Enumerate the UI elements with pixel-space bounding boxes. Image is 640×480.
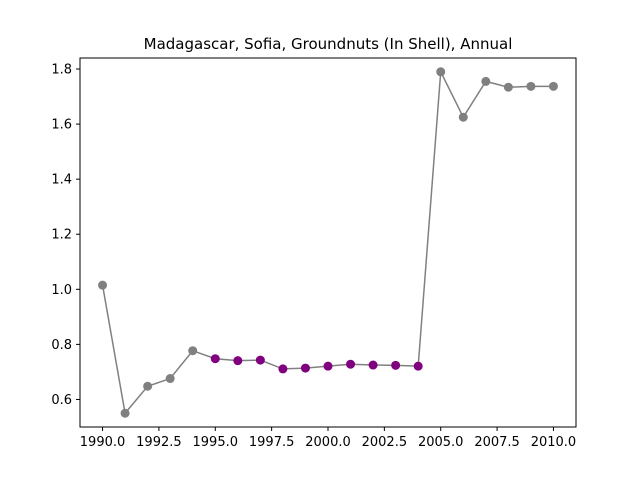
data-point [346, 359, 356, 369]
x-tick-label: 1997.5 [249, 435, 295, 450]
data-point [300, 363, 310, 373]
y-axis: 0.6 0.8 1.0 1.2 1.4 1.6 1.8 [51, 63, 80, 408]
y-tick-label: 0.6 [51, 393, 72, 408]
data-point [143, 381, 153, 391]
x-tick-label: 2000.0 [305, 435, 351, 450]
x-tick-label: 2005.0 [418, 435, 464, 450]
data-point [278, 364, 288, 374]
x-tick-label: 1995.0 [193, 435, 239, 450]
data-point [458, 112, 468, 122]
data-point [323, 361, 333, 371]
data-point [98, 280, 108, 290]
data-point [526, 81, 536, 91]
y-tick-label: 1.4 [51, 173, 72, 188]
y-tick-label: 1.0 [51, 283, 72, 298]
x-tick-label: 2002.5 [362, 435, 408, 450]
x-axis: 1990.0 1992.5 1995.0 1997.5 2000.0 2002.5 2005… [80, 427, 576, 450]
x-tick-label: 2010.0 [531, 435, 577, 450]
data-point [233, 356, 243, 366]
y-tick-label: 1.6 [51, 118, 72, 133]
data-point [255, 355, 265, 365]
data-point [165, 374, 175, 384]
data-point [481, 76, 491, 86]
plot-area-frame [79, 57, 577, 428]
data-point [391, 360, 401, 370]
data-point [436, 67, 446, 77]
data-point [120, 408, 130, 418]
data-point [368, 360, 378, 370]
data-point [413, 361, 423, 371]
y-tick-label: 1.2 [51, 228, 72, 243]
data-point [503, 82, 513, 92]
x-tick-label: 2007.5 [474, 435, 520, 450]
data-point [548, 81, 558, 91]
y-tick-label: 0.8 [51, 338, 72, 353]
x-tick-label: 1992.5 [136, 435, 182, 450]
data-points [98, 67, 558, 418]
data-point [188, 346, 198, 356]
y-tick-label: 1.8 [51, 63, 72, 78]
chart-title: Madagascar, Sofia, Groundnuts (In Shell)… [144, 35, 513, 53]
data-point [210, 354, 220, 364]
x-tick-label: 1990.0 [80, 435, 126, 450]
